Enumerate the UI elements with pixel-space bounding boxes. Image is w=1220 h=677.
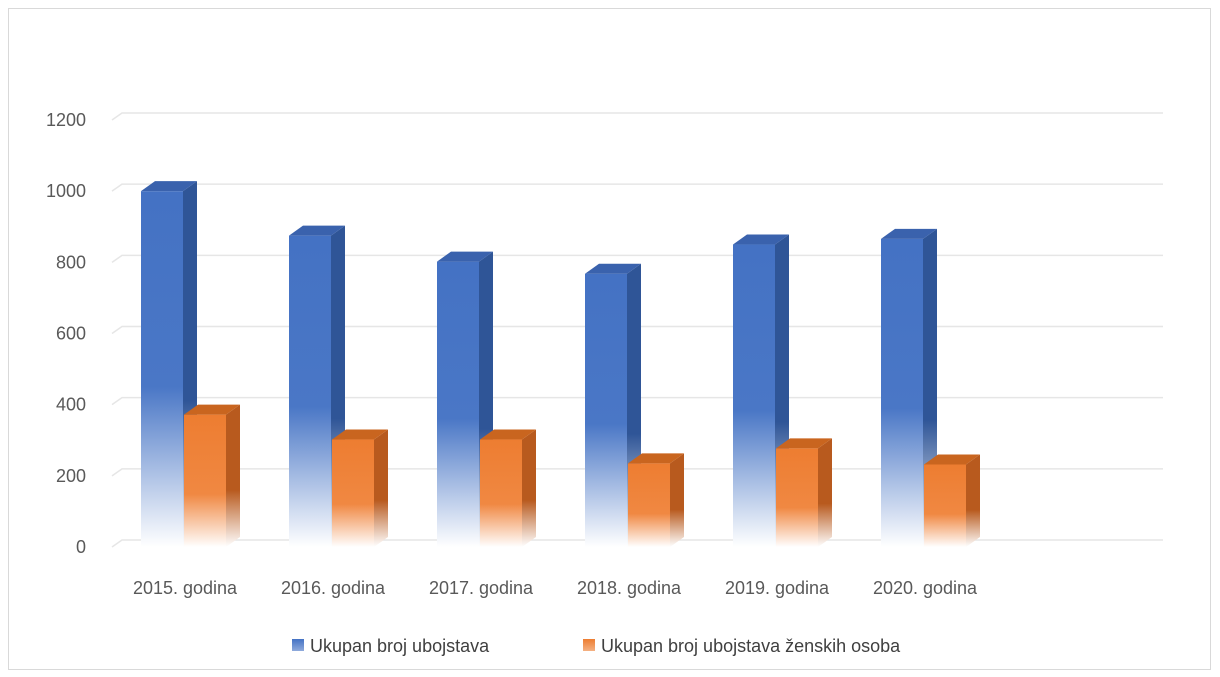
y-tick-label: 600 xyxy=(56,324,86,344)
bar-front xyxy=(141,191,183,547)
bar-top xyxy=(585,263,641,274)
x-tick-label: 2015. godina xyxy=(133,578,238,598)
bars xyxy=(141,181,980,548)
bar-top xyxy=(332,429,388,440)
legend-item: Ukupan broj ubojstava xyxy=(292,636,490,656)
gridline xyxy=(111,396,1163,406)
bar-female xyxy=(184,404,240,547)
y-tick-label: 400 xyxy=(56,395,86,415)
bar-top xyxy=(480,429,536,440)
bar-front xyxy=(289,235,331,548)
bar-side xyxy=(522,429,536,547)
y-tick-label: 800 xyxy=(56,252,86,272)
y-tick-label: 0 xyxy=(76,537,86,557)
legend-item: Ukupan broj ubojstava ženskih osoba xyxy=(583,636,901,656)
x-axis-ticks: 2015. godina 2016. godina 2017. godina 2018… xyxy=(133,578,978,598)
legend-label: Ukupan broj ubojstava ženskih osoba xyxy=(601,636,901,656)
y-tick-label: 1000 xyxy=(46,181,86,201)
legend-swatch xyxy=(583,639,595,651)
bar-female xyxy=(628,453,684,547)
bar-side xyxy=(670,453,684,547)
bar-front xyxy=(480,439,522,547)
bar-front xyxy=(628,463,670,547)
bar-side xyxy=(374,429,388,547)
legend-swatch xyxy=(292,639,304,651)
legend-label: Ukupan broj ubojstava xyxy=(310,636,490,656)
bar-top xyxy=(141,181,197,192)
y-tick-label: 200 xyxy=(56,466,86,486)
bar-female xyxy=(480,429,536,547)
bar-female xyxy=(924,454,980,547)
bar-front xyxy=(437,261,479,547)
bar-top xyxy=(184,404,240,415)
bar-front xyxy=(881,238,923,547)
y-axis-ticks: 0 200 400 600 800 1000 1200 xyxy=(46,110,86,557)
bar-front xyxy=(733,244,775,547)
x-tick-label: 2016. godina xyxy=(281,578,386,598)
bar-front xyxy=(776,448,818,547)
bar-side xyxy=(966,454,980,547)
gridline xyxy=(111,325,1163,335)
gridline xyxy=(111,183,1163,192)
x-tick-label: 2020. godina xyxy=(873,578,978,598)
bar-top xyxy=(733,234,789,245)
legend: Ukupan broj ubojstava Ukupan broj ubojsta… xyxy=(292,636,901,656)
bar-top xyxy=(881,228,937,239)
x-tick-label: 2019. godina xyxy=(725,578,830,598)
gridline xyxy=(111,254,1163,263)
bar-total xyxy=(289,225,345,548)
x-tick-label: 2017. godina xyxy=(429,578,534,598)
bar-side xyxy=(226,404,240,547)
x-tick-label: 2018. godina xyxy=(577,578,682,598)
bar-front xyxy=(924,464,966,547)
bar-top xyxy=(437,251,493,262)
bar-top xyxy=(776,438,832,449)
bar-front xyxy=(585,273,627,547)
bar-female xyxy=(776,438,832,547)
bar-side xyxy=(818,438,832,547)
bar-female xyxy=(332,429,388,547)
bar-front xyxy=(184,414,226,547)
bar-top xyxy=(628,453,684,464)
bar-top xyxy=(924,454,980,465)
bar-front xyxy=(332,439,374,547)
y-tick-label: 1200 xyxy=(46,110,86,130)
bar-top xyxy=(289,225,345,236)
gridline xyxy=(111,112,1163,121)
